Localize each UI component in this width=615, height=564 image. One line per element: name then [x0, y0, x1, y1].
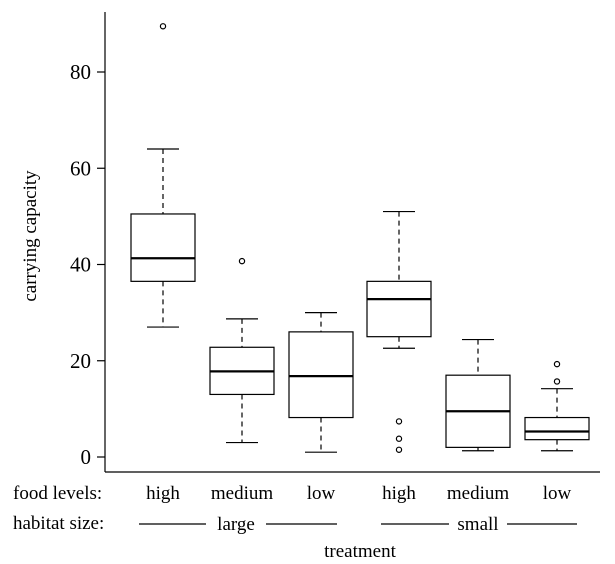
- food-level-label: high: [146, 483, 180, 504]
- box-medium-large: [209, 257, 275, 444]
- food-level-label: low: [543, 483, 572, 504]
- category-labels: high medium low high medium low large small: [139, 483, 577, 535]
- habitat-group-label: large: [217, 514, 255, 535]
- food-level-label: low: [307, 483, 336, 504]
- box-low-large: [288, 312, 354, 453]
- food-level-label: medium: [447, 483, 509, 504]
- y-axis-label: carrying capacity: [20, 170, 41, 302]
- box-low-small: [524, 360, 590, 452]
- food-levels-row-label: food levels:: [13, 483, 102, 504]
- food-level-label: medium: [211, 483, 273, 504]
- interquartile-box: [524, 416, 590, 441]
- y-tick-label: 20: [70, 349, 91, 373]
- outlier-point: [553, 360, 561, 368]
- box-high-small: [366, 210, 432, 453]
- axes: 0 20 40 60 80: [70, 12, 600, 473]
- y-tick-label: 40: [70, 253, 91, 277]
- box-high-large: [130, 23, 196, 328]
- box-medium-small: [445, 338, 511, 452]
- outlier-point: [395, 435, 403, 442]
- outlier-point: [238, 257, 246, 265]
- food-level-label: high: [382, 483, 416, 504]
- habitat-group-large: large: [139, 514, 337, 535]
- habitat-group-label: small: [457, 514, 498, 535]
- outlier-point: [159, 23, 167, 30]
- habitat-group-small: small: [381, 514, 577, 535]
- interquartile-box: [288, 331, 354, 419]
- y-tick-label: 80: [70, 60, 91, 84]
- boxes: [130, 23, 590, 453]
- y-tick-label: 60: [70, 156, 91, 180]
- habitat-size-row-label: habitat size:: [13, 513, 104, 534]
- outlier-point: [395, 446, 403, 453]
- outlier-point: [553, 378, 561, 385]
- y-tick-label: 0: [81, 445, 92, 469]
- interquartile-box: [130, 213, 196, 282]
- x-axis-label: treatment: [324, 541, 396, 562]
- interquartile-box: [366, 280, 432, 338]
- outlier-point: [395, 418, 403, 425]
